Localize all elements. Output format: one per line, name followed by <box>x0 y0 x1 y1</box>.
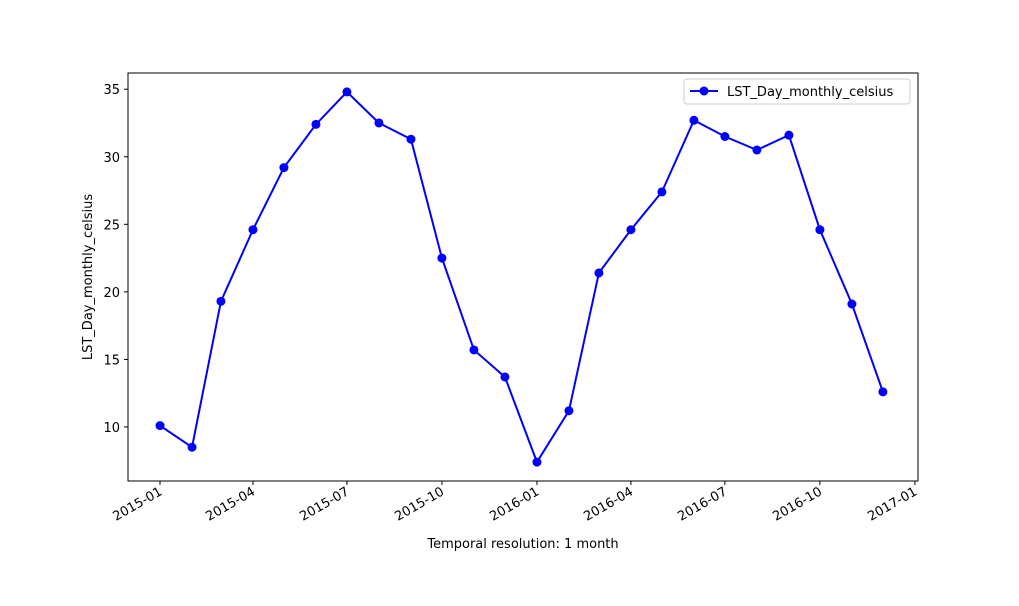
y-axis: 10 15 20 25 30 35 <box>103 83 128 436</box>
data-point <box>626 225 636 235</box>
y-tick-label: 20 <box>103 286 120 301</box>
y-axis-title: LST_Day_monthly_celsius <box>81 194 96 360</box>
data-point <box>469 345 479 355</box>
data-point <box>500 372 510 382</box>
data-point <box>594 268 604 278</box>
data-point <box>374 118 384 128</box>
data-point <box>216 296 226 306</box>
plot-area-frame <box>127 72 919 482</box>
legend-label: LST_Day_monthly_celsius <box>727 85 893 100</box>
data-point <box>752 145 762 155</box>
legend-box <box>683 78 911 105</box>
y-tick-label: 15 <box>103 353 120 368</box>
data-point <box>784 130 794 140</box>
data-point <box>815 225 825 235</box>
data-point <box>437 253 447 263</box>
y-tick-label: 25 <box>103 218 120 233</box>
data-point <box>311 119 321 129</box>
data-point <box>155 421 165 431</box>
data-point <box>187 442 197 452</box>
data-point <box>720 132 730 141</box>
data-point <box>532 457 542 467</box>
data-point <box>406 134 416 144</box>
y-tick-label: 30 <box>103 151 120 166</box>
legend-marker-sample <box>699 86 709 96</box>
series-line <box>159 90 884 465</box>
data-point <box>342 87 352 97</box>
y-tick-label: 35 <box>103 83 120 98</box>
data-point <box>657 187 667 197</box>
y-tick-label: 10 <box>103 421 120 436</box>
data-point <box>878 387 888 397</box>
series-layer <box>155 87 888 467</box>
data-point <box>248 225 258 235</box>
data-point <box>279 163 289 173</box>
x-axis-title: Temporal resolution: 1 month <box>426 537 618 552</box>
data-point <box>847 299 857 309</box>
data-point <box>689 115 699 125</box>
legend: LST_Day_monthly_celsius <box>683 78 911 105</box>
data-point <box>564 406 574 416</box>
